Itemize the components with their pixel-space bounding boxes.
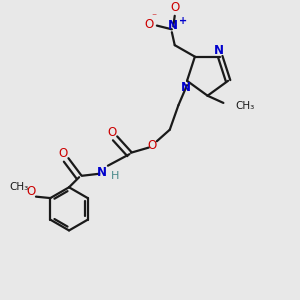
Text: H: H — [111, 171, 119, 181]
Text: O: O — [144, 18, 153, 31]
Text: O: O — [58, 147, 67, 160]
Text: N: N — [168, 20, 178, 32]
Text: O: O — [108, 125, 117, 139]
Text: +: + — [179, 16, 187, 26]
Text: N: N — [97, 166, 106, 178]
Text: N: N — [181, 81, 190, 94]
Text: O: O — [170, 1, 179, 14]
Text: CH₃: CH₃ — [9, 182, 28, 192]
Text: O: O — [148, 139, 157, 152]
Text: CH₃: CH₃ — [236, 101, 255, 111]
Text: O: O — [26, 185, 36, 198]
Text: ⁻: ⁻ — [151, 12, 156, 22]
Text: N: N — [214, 44, 224, 57]
